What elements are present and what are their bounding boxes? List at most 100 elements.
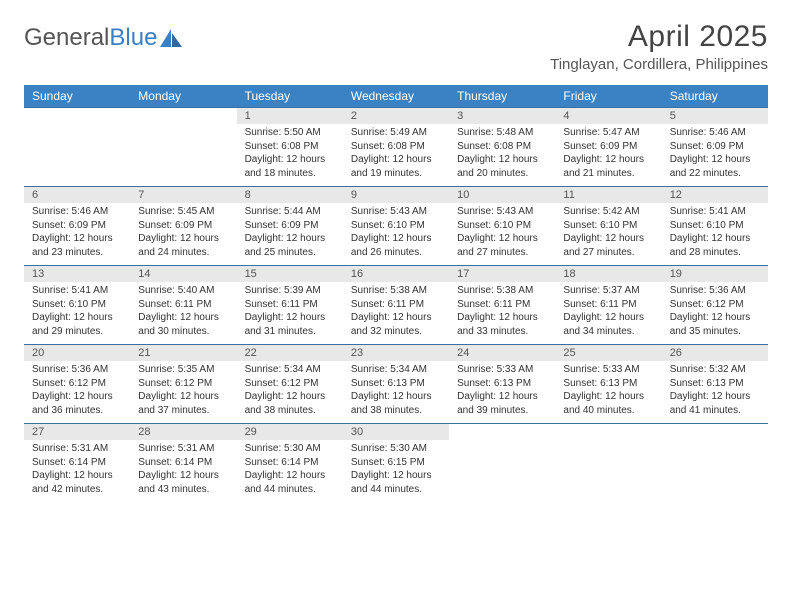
day-content-cell: Sunrise: 5:39 AMSunset: 6:11 PMDaylight:…: [237, 282, 343, 345]
daylight-text: Daylight: 12 hours and 25 minutes.: [245, 232, 335, 259]
daylight-text: Daylight: 12 hours and 32 minutes.: [351, 311, 441, 338]
sunrise-text: Sunrise: 5:30 AM: [351, 442, 441, 456]
day-content-cell: Sunrise: 5:34 AMSunset: 6:12 PMDaylight:…: [237, 361, 343, 424]
day-content-cell: Sunrise: 5:36 AMSunset: 6:12 PMDaylight:…: [662, 282, 768, 345]
sunset-text: Sunset: 6:10 PM: [351, 219, 441, 233]
day-number-cell: 20: [24, 345, 130, 362]
day-content-cell: Sunrise: 5:41 AMSunset: 6:10 PMDaylight:…: [662, 203, 768, 266]
daylight-text: Daylight: 12 hours and 38 minutes.: [351, 390, 441, 417]
day-content-cell: Sunrise: 5:46 AMSunset: 6:09 PMDaylight:…: [24, 203, 130, 266]
sunset-text: Sunset: 6:12 PM: [670, 298, 760, 312]
day-number-cell: 10: [449, 187, 555, 204]
sunset-text: Sunset: 6:10 PM: [32, 298, 122, 312]
header: GeneralBlue April 2025 Tinglayan, Cordil…: [24, 20, 768, 73]
day-content-cell: Sunrise: 5:44 AMSunset: 6:09 PMDaylight:…: [237, 203, 343, 266]
daylight-text: Daylight: 12 hours and 28 minutes.: [670, 232, 760, 259]
daylight-text: Daylight: 12 hours and 24 minutes.: [138, 232, 228, 259]
sunset-text: Sunset: 6:10 PM: [670, 219, 760, 233]
month-title: April 2025: [550, 20, 768, 54]
daylight-text: Daylight: 12 hours and 27 minutes.: [457, 232, 547, 259]
day-content-cell: Sunrise: 5:48 AMSunset: 6:08 PMDaylight:…: [449, 124, 555, 187]
brand-part1: General: [24, 24, 109, 52]
day-content-cell: Sunrise: 5:40 AMSunset: 6:11 PMDaylight:…: [130, 282, 236, 345]
daylight-text: Daylight: 12 hours and 39 minutes.: [457, 390, 547, 417]
sunrise-text: Sunrise: 5:30 AM: [245, 442, 335, 456]
sunset-text: Sunset: 6:12 PM: [32, 377, 122, 391]
daylight-text: Daylight: 12 hours and 21 minutes.: [563, 153, 653, 180]
daylight-text: Daylight: 12 hours and 19 minutes.: [351, 153, 441, 180]
sunrise-text: Sunrise: 5:40 AM: [138, 284, 228, 298]
day-number-cell: 9: [343, 187, 449, 204]
sunset-text: Sunset: 6:09 PM: [245, 219, 335, 233]
day-content-cell: Sunrise: 5:46 AMSunset: 6:09 PMDaylight:…: [662, 124, 768, 187]
sunset-text: Sunset: 6:10 PM: [563, 219, 653, 233]
sunrise-text: Sunrise: 5:43 AM: [457, 205, 547, 219]
sunrise-text: Sunrise: 5:33 AM: [563, 363, 653, 377]
sunrise-text: Sunrise: 5:41 AM: [32, 284, 122, 298]
brand-part2: Blue: [109, 24, 157, 52]
daynum-row: 20212223242526: [24, 345, 768, 362]
daylight-text: Daylight: 12 hours and 42 minutes.: [32, 469, 122, 496]
sunrise-text: Sunrise: 5:32 AM: [670, 363, 760, 377]
content-row: Sunrise: 5:31 AMSunset: 6:14 PMDaylight:…: [24, 440, 768, 502]
sunrise-text: Sunrise: 5:41 AM: [670, 205, 760, 219]
day-content-cell: Sunrise: 5:30 AMSunset: 6:14 PMDaylight:…: [237, 440, 343, 502]
calendar-body: 12345Sunrise: 5:50 AMSunset: 6:08 PMDayl…: [24, 108, 768, 503]
sunset-text: Sunset: 6:13 PM: [670, 377, 760, 391]
content-row: Sunrise: 5:41 AMSunset: 6:10 PMDaylight:…: [24, 282, 768, 345]
day-number-cell: 4: [555, 108, 661, 125]
sunrise-text: Sunrise: 5:33 AM: [457, 363, 547, 377]
day-number-cell: 16: [343, 266, 449, 283]
sunrise-text: Sunrise: 5:49 AM: [351, 126, 441, 140]
daylight-text: Daylight: 12 hours and 31 minutes.: [245, 311, 335, 338]
day-content-cell: [130, 124, 236, 187]
day-number-cell: 7: [130, 187, 236, 204]
calendar-table: Sunday Monday Tuesday Wednesday Thursday…: [24, 85, 768, 502]
day-number-cell: 2: [343, 108, 449, 125]
day-content-cell: Sunrise: 5:34 AMSunset: 6:13 PMDaylight:…: [343, 361, 449, 424]
location-subtitle: Tinglayan, Cordillera, Philippines: [550, 56, 768, 73]
day-content-cell: [555, 440, 661, 502]
day-content-cell: Sunrise: 5:41 AMSunset: 6:10 PMDaylight:…: [24, 282, 130, 345]
day-content-cell: Sunrise: 5:37 AMSunset: 6:11 PMDaylight:…: [555, 282, 661, 345]
sunset-text: Sunset: 6:08 PM: [351, 140, 441, 154]
daylight-text: Daylight: 12 hours and 35 minutes.: [670, 311, 760, 338]
day-number-cell: 27: [24, 424, 130, 441]
day-number-cell: 26: [662, 345, 768, 362]
sunset-text: Sunset: 6:15 PM: [351, 456, 441, 470]
day-number-cell: 30: [343, 424, 449, 441]
day-number-cell: [555, 424, 661, 441]
sunrise-text: Sunrise: 5:43 AM: [351, 205, 441, 219]
day-number-cell: 11: [555, 187, 661, 204]
sunset-text: Sunset: 6:12 PM: [245, 377, 335, 391]
daylight-text: Daylight: 12 hours and 29 minutes.: [32, 311, 122, 338]
daylight-text: Daylight: 12 hours and 30 minutes.: [138, 311, 228, 338]
sunset-text: Sunset: 6:08 PM: [457, 140, 547, 154]
daylight-text: Daylight: 12 hours and 44 minutes.: [351, 469, 441, 496]
daylight-text: Daylight: 12 hours and 27 minutes.: [563, 232, 653, 259]
day-content-cell: Sunrise: 5:33 AMSunset: 6:13 PMDaylight:…: [449, 361, 555, 424]
day-number-cell: [662, 424, 768, 441]
sunset-text: Sunset: 6:13 PM: [563, 377, 653, 391]
daylight-text: Daylight: 12 hours and 33 minutes.: [457, 311, 547, 338]
day-content-cell: Sunrise: 5:31 AMSunset: 6:14 PMDaylight:…: [24, 440, 130, 502]
day-number-cell: 1: [237, 108, 343, 125]
sunset-text: Sunset: 6:11 PM: [138, 298, 228, 312]
day-number-cell: 21: [130, 345, 236, 362]
daylight-text: Daylight: 12 hours and 26 minutes.: [351, 232, 441, 259]
sunrise-text: Sunrise: 5:50 AM: [245, 126, 335, 140]
sunrise-text: Sunrise: 5:45 AM: [138, 205, 228, 219]
sunset-text: Sunset: 6:14 PM: [245, 456, 335, 470]
daylight-text: Daylight: 12 hours and 43 minutes.: [138, 469, 228, 496]
sunset-text: Sunset: 6:11 PM: [245, 298, 335, 312]
sunset-text: Sunset: 6:14 PM: [138, 456, 228, 470]
content-row: Sunrise: 5:36 AMSunset: 6:12 PMDaylight:…: [24, 361, 768, 424]
sunrise-text: Sunrise: 5:46 AM: [32, 205, 122, 219]
daylight-text: Daylight: 12 hours and 36 minutes.: [32, 390, 122, 417]
sunrise-text: Sunrise: 5:31 AM: [138, 442, 228, 456]
day-number-cell: [130, 108, 236, 125]
content-row: Sunrise: 5:46 AMSunset: 6:09 PMDaylight:…: [24, 203, 768, 266]
day-content-cell: Sunrise: 5:42 AMSunset: 6:10 PMDaylight:…: [555, 203, 661, 266]
sunset-text: Sunset: 6:09 PM: [138, 219, 228, 233]
daylight-text: Daylight: 12 hours and 38 minutes.: [245, 390, 335, 417]
